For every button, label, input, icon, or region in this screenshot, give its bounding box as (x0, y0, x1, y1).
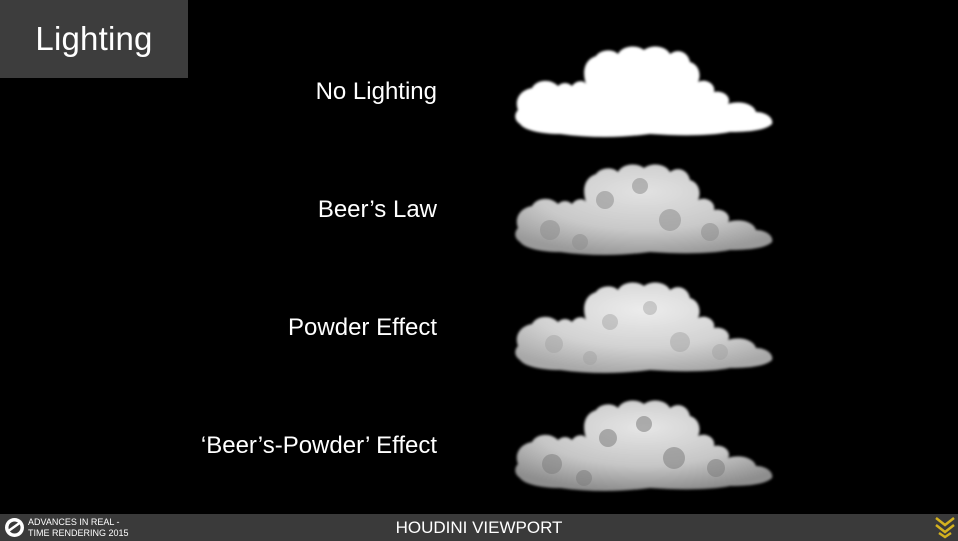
footer-conference-line1: ADVANCES IN REAL - (28, 517, 120, 527)
cloud-image-beers-powder-effect (510, 396, 780, 496)
slide-title: Lighting (35, 20, 153, 57)
footer-title: HOUDINI VIEWPORT (395, 518, 563, 537)
slide-title-box: Lighting (0, 0, 188, 78)
footer-conference-text: ADVANCES IN REAL - TIME RENDERING 2015 (28, 517, 129, 538)
advances-logo-icon (5, 518, 24, 537)
chevron-logo-icon (935, 517, 955, 539)
row-label-powder-effect: Powder Effect (288, 314, 437, 341)
cloud-image-beers-law (510, 160, 780, 260)
cloud-image-powder-effect (510, 278, 780, 378)
row-label-beers-powder-effect: ‘Beer’s-Powder’ Effect (200, 432, 437, 459)
row-label-no-lighting: No Lighting (315, 78, 437, 105)
row-label-beers-law: Beer’s Law (317, 196, 437, 223)
cloud-image-no-lighting (510, 42, 780, 142)
footer-conference-line2: TIME RENDERING 2015 (28, 527, 129, 538)
footer-bar: ADVANCES IN REAL - TIME RENDERING 2015 H… (0, 514, 958, 541)
